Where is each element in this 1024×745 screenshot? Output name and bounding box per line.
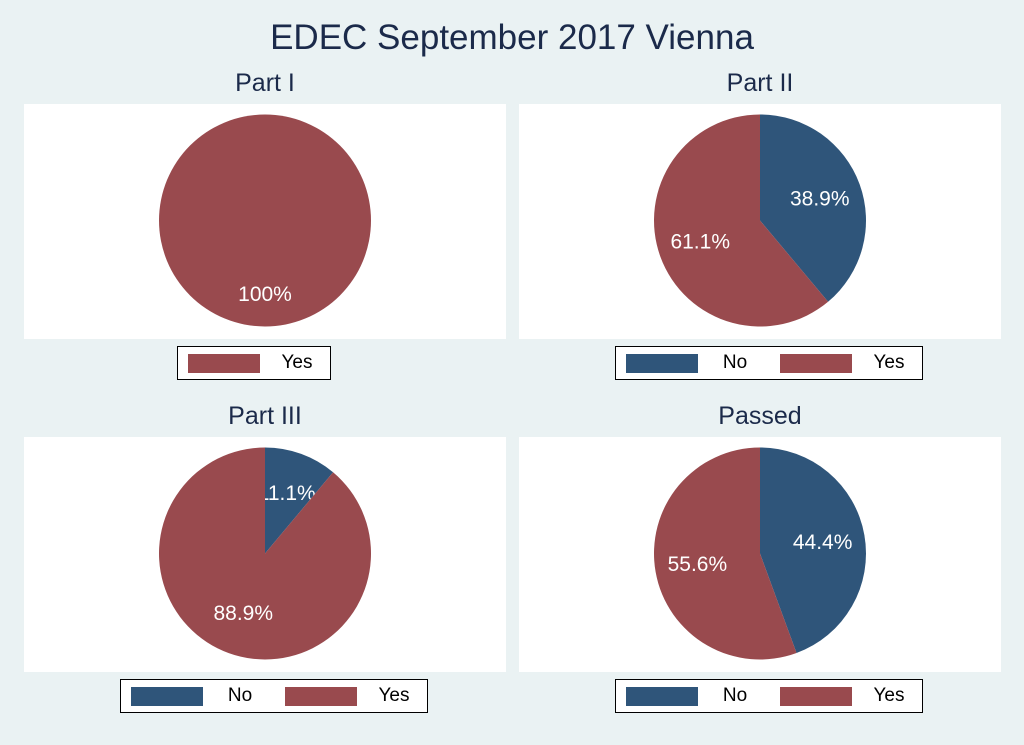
- panel-title-part-i: Part I: [235, 69, 295, 97]
- legend-part-i: Yes: [177, 346, 331, 380]
- legend-label-yes: Yes: [281, 352, 313, 373]
- legend-swatch-yes: [780, 686, 852, 706]
- legend-item-no: No: [626, 352, 758, 374]
- legend-label-yes: Yes: [873, 352, 905, 373]
- legend-item-yes: Yes: [285, 685, 417, 707]
- slice-label-yes: 100%: [238, 283, 292, 306]
- pie-slice-yes: [159, 447, 371, 660]
- pie-slice-yes: [654, 447, 797, 660]
- legend-label-yes: Yes: [873, 685, 905, 706]
- legend-label-yes: Yes: [378, 685, 410, 706]
- legend-item-yes: Yes: [780, 685, 912, 707]
- legend-part-ii: No Yes: [615, 346, 923, 380]
- legend-swatch-no: [626, 686, 698, 706]
- pie-slice-yes: [654, 114, 829, 327]
- plot-area-part-iii: 11.1% 88.9%: [24, 437, 506, 672]
- legend-swatch-no: [131, 686, 203, 706]
- plot-area-part-ii: 38.9% 61.1%: [519, 104, 1001, 339]
- pie-chart-part-iii: 11.1% 88.9%: [159, 447, 371, 660]
- legend-swatch-no: [626, 353, 698, 373]
- legend-passed: No Yes: [615, 679, 923, 713]
- pie-slice-no: [760, 114, 866, 302]
- legend-swatch-yes: [188, 353, 260, 373]
- panel-title-part-ii: Part II: [726, 69, 794, 97]
- legend-item-no: No: [626, 685, 758, 707]
- legend-label-no: No: [722, 352, 748, 373]
- chart-title: EDEC September 2017 Vienna: [270, 18, 754, 57]
- slice-label-no: 44.4%: [793, 531, 853, 554]
- plot-area-passed: 44.4% 55.6%: [519, 437, 1001, 672]
- legend-swatch-yes: [285, 686, 357, 706]
- legend-label-no: No: [227, 685, 253, 706]
- slice-label-yes: 55.6%: [668, 553, 728, 576]
- legend-item-no: No: [131, 685, 263, 707]
- slice-label-no: 38.9%: [790, 187, 850, 210]
- pie-slice-no: [760, 447, 866, 654]
- legend-item-yes: Yes: [188, 352, 320, 374]
- panel-title-part-iii: Part III: [228, 402, 302, 430]
- slice-label-yes: 61.1%: [670, 231, 730, 254]
- slice-label-yes: 88.9%: [213, 602, 273, 625]
- legend-part-iii: No Yes: [120, 679, 428, 713]
- legend-label-no: No: [722, 685, 748, 706]
- pie-chart-part-ii: 38.9% 61.1%: [654, 114, 866, 327]
- legend-item-yes: Yes: [780, 352, 912, 374]
- pie-chart-part-i: 100%: [159, 114, 371, 327]
- panel-title-passed: Passed: [718, 402, 802, 430]
- pie-slice-yes: [159, 114, 371, 327]
- plot-area-part-i: 100%: [24, 104, 506, 339]
- pie-slice-no: [265, 447, 334, 554]
- legend-swatch-yes: [780, 353, 852, 373]
- pie-chart-passed: 44.4% 55.6%: [654, 447, 866, 660]
- slice-label-no: 11.1%: [258, 482, 316, 505]
